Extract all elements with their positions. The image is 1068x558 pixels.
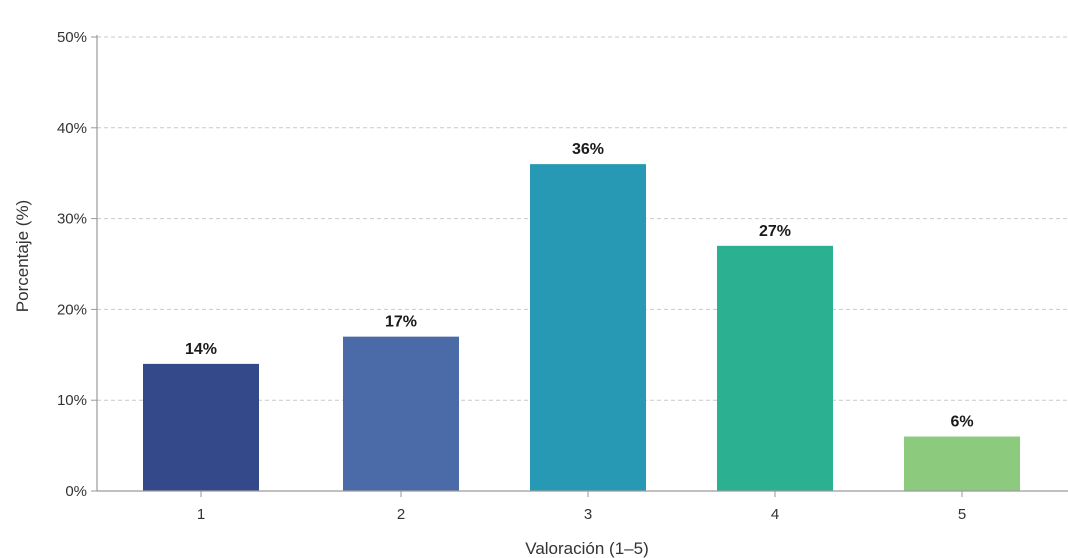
x-axis-ticks: 1 2 3 4 5 — [197, 491, 966, 523]
y-axis-ticks: 0% 10% 20% 30% 40% 50% — [57, 29, 97, 500]
bars — [143, 164, 1020, 491]
y-tick-label: 40% — [57, 120, 87, 137]
data-label-1: 14% — [185, 341, 217, 358]
x-tick-label: 4 — [771, 506, 779, 523]
bar-1 — [143, 363, 259, 491]
data-label-2: 17% — [385, 314, 417, 331]
x-tick-label: 3 — [584, 506, 592, 523]
x-tick-label: 2 — [397, 506, 405, 523]
y-tick-label: 20% — [57, 301, 87, 318]
x-tick-label: 1 — [197, 506, 205, 523]
bar-3 — [530, 164, 646, 491]
y-axis-title: Porcentaje (%) — [13, 200, 32, 312]
y-tick-label: 0% — [65, 483, 87, 500]
data-labels: 14% 17% 36% 27% 6% — [185, 141, 974, 430]
bar-2 — [343, 336, 459, 491]
data-label-3: 36% — [572, 141, 604, 158]
y-tick-label: 30% — [57, 211, 87, 228]
y-tick-label: 50% — [57, 29, 87, 46]
x-axis-title: Valoración (1–5) — [525, 539, 648, 558]
x-tick-label: 5 — [958, 506, 966, 523]
axes — [96, 35, 1068, 492]
data-label-4: 27% — [759, 223, 791, 240]
data-label-5: 6% — [950, 414, 973, 431]
bar-4 — [717, 245, 833, 491]
bar-5 — [904, 436, 1020, 491]
y-tick-label: 10% — [57, 392, 87, 409]
